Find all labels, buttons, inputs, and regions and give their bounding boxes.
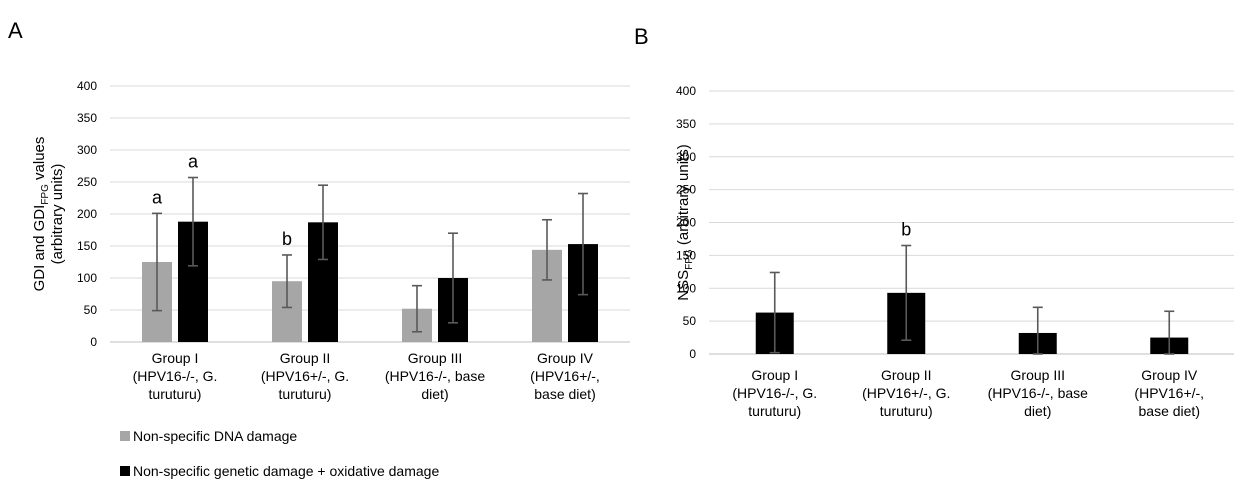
legend-swatch <box>120 466 130 476</box>
x-category-label: Group III <box>408 350 462 366</box>
x-category-label: Group IV <box>1141 367 1198 383</box>
x-category-label: base diet) <box>534 386 595 402</box>
significance-label: b <box>282 229 292 249</box>
x-category-label: diet) <box>421 386 448 402</box>
x-category-label: (HPV16-/-, G. <box>133 368 218 384</box>
y-tick-label: 100 <box>77 271 97 285</box>
x-category-label: Group I <box>152 350 199 366</box>
x-category-label: turuturu) <box>880 403 933 419</box>
legend-label: Non-specific DNA damage <box>133 428 297 444</box>
x-category-label: (HPV16+/-, <box>530 368 600 384</box>
significance-label: a <box>152 187 163 207</box>
x-category-label: Group II <box>881 367 932 383</box>
chart-panel-b: 0 50 100 150 200 250 300 350 400 NSSFPG (arbitrar… <box>675 84 1234 419</box>
x-category-label: diet) <box>1024 403 1051 419</box>
x-category-label: (HPV16+/-, G. <box>261 368 349 384</box>
panel-label-a: A <box>8 18 23 43</box>
x-category-label: base diet) <box>1139 403 1200 419</box>
significance-label: a <box>188 152 199 172</box>
y-tick-label: 0 <box>90 335 97 349</box>
y-tick-label: 300 <box>676 150 696 164</box>
y-tick-label: 50 <box>84 303 98 317</box>
x-category-label: (HPV16+/-, <box>1134 385 1204 401</box>
x-category-label: Group III <box>1011 367 1065 383</box>
x-category-label: Group I <box>751 367 798 383</box>
x-category-label: turuturu) <box>748 403 801 419</box>
legend-swatch <box>120 431 130 441</box>
y-axis-title: GDI and GDIFPG values <box>31 137 51 292</box>
y-tick-label: 150 <box>77 239 97 253</box>
y-tick-label: 300 <box>77 143 97 157</box>
y-tick-label: 400 <box>676 84 696 98</box>
y-tick-label: 150 <box>676 248 696 262</box>
x-category-label: Group IV <box>537 350 594 366</box>
x-category-label: (HPV16-/-, base <box>988 385 1089 401</box>
y-axis-title: NSSFPG (arbitrary units) <box>675 144 695 300</box>
panel-label-b: B <box>634 24 649 49</box>
y-tick-label: 200 <box>676 216 696 230</box>
x-category-label: (HPV16+/-, G. <box>862 385 950 401</box>
y-axis-title-line2: (arbitrary units) <box>49 164 66 265</box>
y-tick-label: 250 <box>77 175 97 189</box>
y-tick-label: 50 <box>683 314 697 328</box>
x-category-label: turuturu) <box>149 386 202 402</box>
y-tick-label: 100 <box>676 281 696 295</box>
x-category-label: Group II <box>280 350 331 366</box>
y-tick-label: 400 <box>77 79 97 93</box>
y-tick-label: 200 <box>77 207 97 221</box>
x-category-label: (HPV16-/-, G. <box>732 385 817 401</box>
y-tick-label: 250 <box>676 183 696 197</box>
x-category-label: (HPV16-/-, base <box>385 368 486 384</box>
significance-label: b <box>901 220 911 240</box>
y-tick-label: 350 <box>77 111 97 125</box>
legend-label: Non-specific genetic damage + oxidative … <box>133 463 439 479</box>
chart-panel-a: 0 50 100 150 200 250 300 350 400 GDI and GDIFPG v… <box>31 79 630 479</box>
x-category-label: turuturu) <box>279 386 332 402</box>
y-tick-label: 0 <box>689 347 696 361</box>
y-tick-label: 350 <box>676 117 696 131</box>
